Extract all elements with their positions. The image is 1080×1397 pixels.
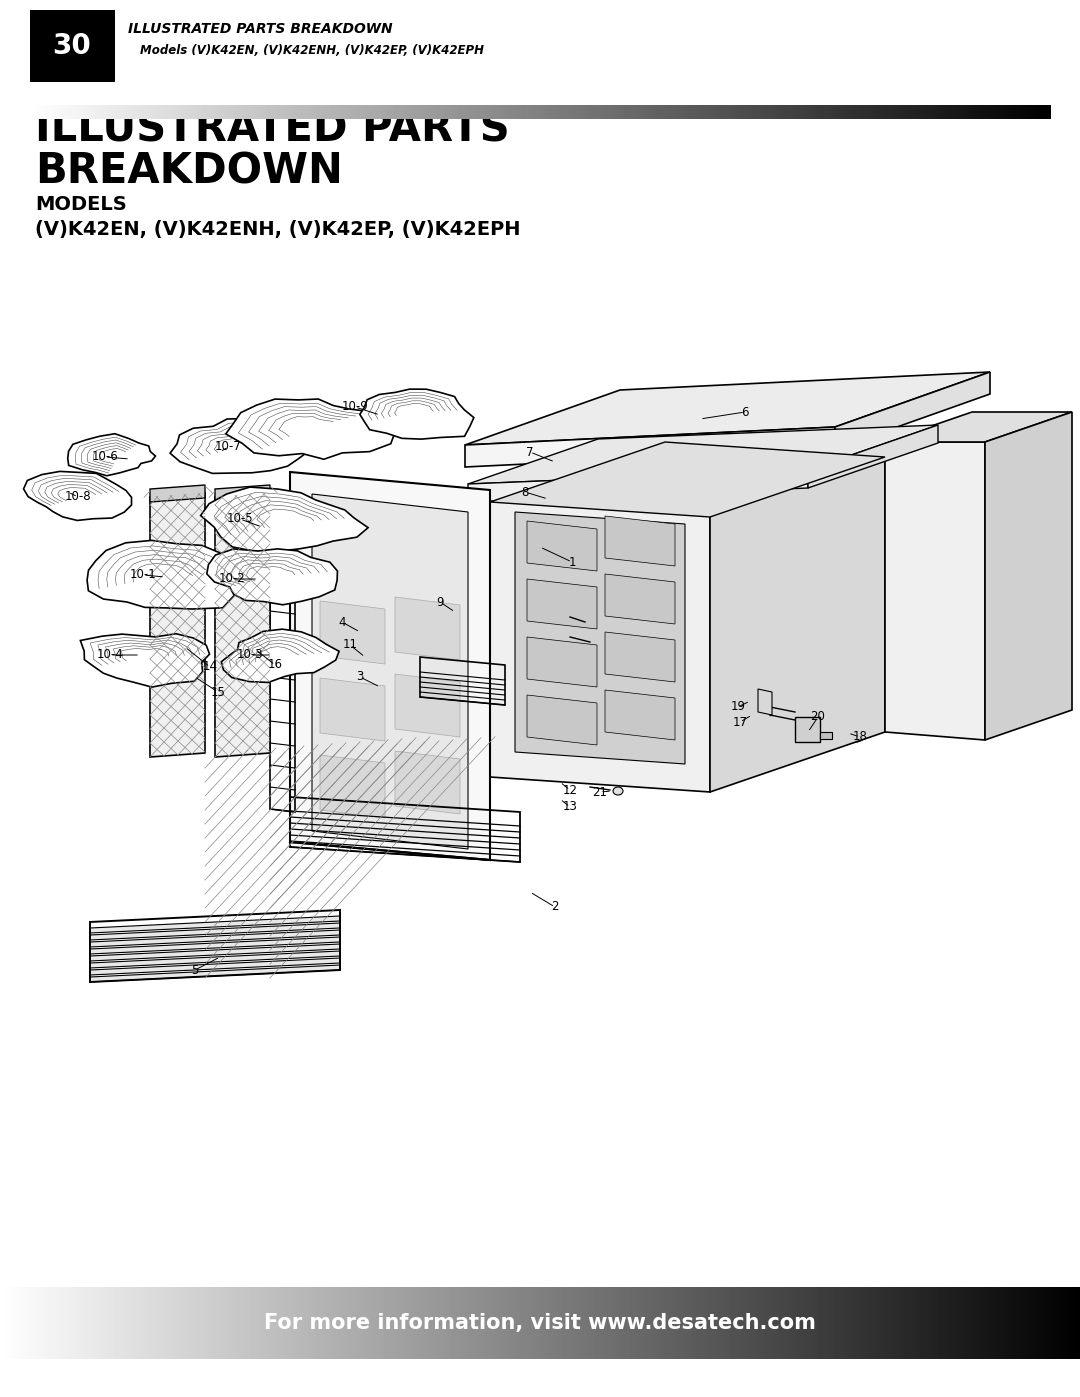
Polygon shape [527, 637, 597, 687]
Polygon shape [90, 958, 340, 975]
Polygon shape [758, 689, 772, 715]
Polygon shape [90, 944, 340, 961]
Polygon shape [68, 433, 156, 476]
Polygon shape [360, 390, 474, 439]
Text: 7: 7 [526, 446, 534, 458]
Polygon shape [465, 372, 990, 446]
Polygon shape [90, 916, 340, 933]
Polygon shape [150, 485, 205, 502]
Text: 17: 17 [732, 715, 747, 728]
Polygon shape [808, 425, 939, 488]
Polygon shape [835, 372, 990, 448]
Polygon shape [795, 717, 820, 742]
Text: 10-1: 10-1 [130, 569, 157, 581]
Text: 8: 8 [522, 486, 529, 499]
Polygon shape [527, 521, 597, 571]
Polygon shape [985, 412, 1072, 740]
Text: 16: 16 [268, 658, 283, 672]
Text: 5: 5 [191, 964, 199, 977]
Polygon shape [24, 471, 132, 521]
Polygon shape [885, 441, 985, 740]
Text: 13: 13 [563, 800, 578, 813]
Polygon shape [201, 488, 368, 552]
Text: 20: 20 [811, 711, 825, 724]
Polygon shape [90, 923, 340, 940]
Polygon shape [490, 488, 710, 792]
Text: 10-5: 10-5 [227, 513, 254, 525]
Polygon shape [206, 549, 337, 605]
Polygon shape [150, 493, 205, 757]
Polygon shape [395, 752, 460, 814]
Text: 10-4: 10-4 [96, 648, 123, 662]
Polygon shape [490, 427, 885, 502]
Polygon shape [320, 678, 384, 740]
Polygon shape [465, 427, 835, 467]
Polygon shape [90, 951, 340, 968]
Polygon shape [395, 597, 460, 659]
Polygon shape [527, 578, 597, 629]
Ellipse shape [843, 724, 866, 742]
Polygon shape [170, 419, 310, 474]
Text: 4: 4 [338, 616, 346, 629]
Polygon shape [605, 574, 675, 624]
Text: 6: 6 [741, 405, 748, 419]
Polygon shape [87, 541, 248, 609]
Polygon shape [215, 485, 270, 502]
Text: ILLUSTRATED PARTS BREAKDOWN: ILLUSTRATED PARTS BREAKDOWN [129, 22, 393, 36]
Text: 10-3: 10-3 [237, 648, 264, 662]
Text: MODELS: MODELS [35, 196, 126, 215]
Text: 15: 15 [211, 686, 226, 698]
Text: For more information, visit www.desatech.com: For more information, visit www.desatech… [265, 1313, 815, 1333]
Polygon shape [490, 441, 885, 517]
Text: 9: 9 [436, 595, 444, 609]
Text: 10-8: 10-8 [65, 490, 92, 503]
Polygon shape [527, 694, 597, 745]
Polygon shape [226, 400, 395, 460]
Text: Models (V)K42EN, (V)K42ENH, (V)K42EP, (V)K42EPH: Models (V)K42EN, (V)K42ENH, (V)K42EP, (V… [140, 43, 484, 56]
Polygon shape [320, 601, 384, 664]
Text: 18: 18 [852, 731, 867, 743]
Polygon shape [468, 469, 808, 502]
Text: 19: 19 [730, 700, 745, 714]
Text: 11: 11 [342, 638, 357, 651]
Polygon shape [291, 472, 490, 861]
Text: 10-6: 10-6 [92, 450, 119, 464]
Polygon shape [885, 412, 1072, 441]
Polygon shape [90, 965, 340, 982]
Text: 10-7: 10-7 [215, 440, 241, 454]
Text: 30: 30 [53, 32, 92, 60]
Bar [30, 10, 114, 82]
Text: 12: 12 [563, 784, 578, 796]
Text: 2: 2 [551, 901, 558, 914]
Text: 21: 21 [593, 785, 607, 799]
Text: 111922-01A: 111922-01A [982, 1347, 1045, 1356]
Polygon shape [605, 631, 675, 682]
Polygon shape [320, 754, 384, 819]
Text: 10-2: 10-2 [218, 573, 245, 585]
Text: 10-9: 10-9 [341, 401, 368, 414]
Text: BREAKDOWN: BREAKDOWN [35, 151, 342, 193]
Polygon shape [312, 495, 468, 849]
Text: 1: 1 [568, 556, 576, 569]
Text: ILLUSTRATED PARTS: ILLUSTRATED PARTS [35, 108, 510, 149]
Polygon shape [820, 732, 832, 739]
Polygon shape [90, 937, 340, 954]
Polygon shape [605, 515, 675, 566]
Text: 14: 14 [203, 661, 217, 673]
Polygon shape [395, 673, 460, 738]
Text: (V)K42EN, (V)K42ENH, (V)K42EP, (V)K42EPH: (V)K42EN, (V)K42ENH, (V)K42EP, (V)K42EPH [35, 219, 521, 239]
Polygon shape [710, 441, 885, 792]
Polygon shape [80, 634, 210, 687]
Text: 3: 3 [356, 671, 364, 683]
Polygon shape [468, 425, 939, 483]
Polygon shape [515, 511, 685, 764]
Ellipse shape [613, 787, 623, 795]
Polygon shape [90, 930, 340, 947]
Polygon shape [605, 690, 675, 740]
Polygon shape [221, 629, 339, 683]
Polygon shape [215, 493, 270, 757]
